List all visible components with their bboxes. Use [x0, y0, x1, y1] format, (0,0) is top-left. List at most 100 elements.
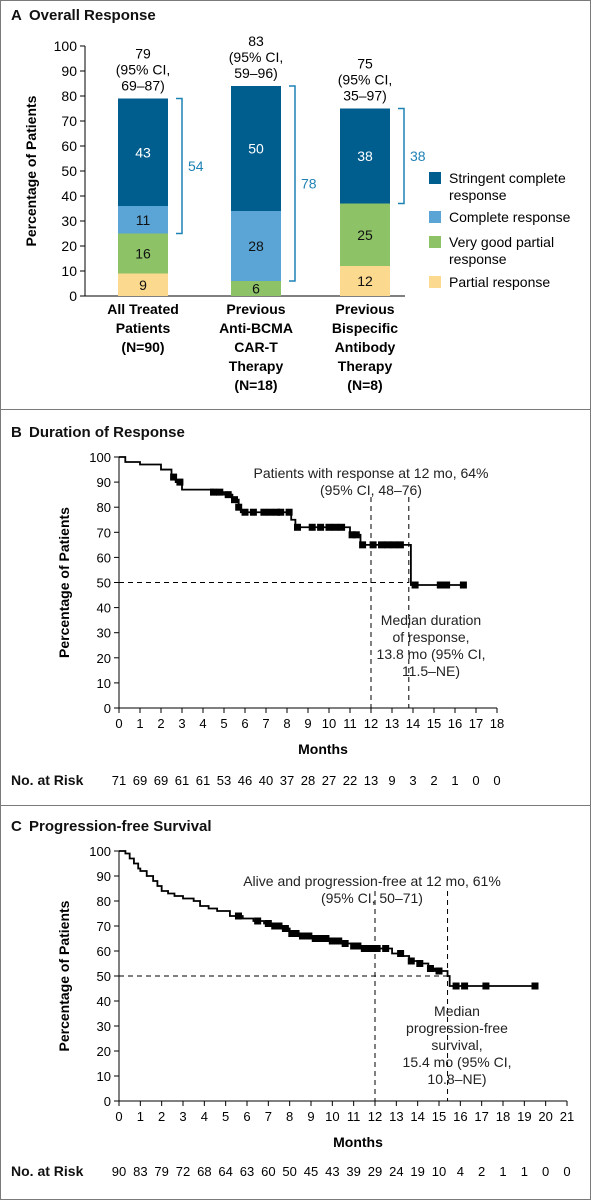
panel-progression-free-survival: C Progression-free Survival No. at Risk 0… — [1, 806, 590, 1199]
x-category-label: Bispecific — [332, 320, 398, 336]
x-tick-label: 14 — [410, 1109, 424, 1124]
at-risk-value: 27 — [322, 773, 336, 788]
censor-mark — [390, 541, 398, 549]
at-risk-value: 1 — [451, 773, 458, 788]
y-tick-label: 90 — [61, 63, 77, 79]
panel-b-title: B Duration of Response — [11, 424, 185, 441]
censor-mark — [407, 957, 415, 965]
x-category-label: (N=8) — [347, 377, 382, 393]
censor-mark — [292, 930, 300, 937]
x-category-label: (N=18) — [234, 377, 277, 393]
censor-mark — [411, 581, 419, 589]
y-tick-label: 80 — [97, 500, 111, 515]
x-tick-label: 10 — [325, 1109, 339, 1124]
y-tick-label: 10 — [97, 1069, 111, 1084]
censor-mark — [281, 925, 289, 932]
bracket — [176, 97, 183, 235]
censor-mark — [249, 508, 257, 516]
censor-mark — [273, 508, 280, 516]
x-tick-label: 11 — [347, 1109, 361, 1124]
panel-b-letter: B — [11, 424, 22, 441]
legend-label: Very good partial — [449, 234, 554, 250]
y-tick-label: 10 — [61, 263, 77, 279]
censor-mark — [384, 541, 392, 549]
at-risk-value: 50 — [282, 1164, 296, 1179]
bar-segment — [340, 266, 390, 296]
chart-annotation: progression-free — [406, 1020, 508, 1036]
x-tick-label: 5 — [222, 1109, 229, 1124]
censor-mark — [452, 982, 460, 990]
at-risk-value: 61 — [196, 773, 210, 788]
bar-segment-label: 12 — [357, 273, 373, 289]
y-tick-label: 30 — [61, 213, 77, 229]
panel-b-risk-label: No. at Risk — [11, 772, 84, 788]
censor-mark — [482, 982, 490, 990]
bracket — [398, 107, 405, 205]
censor-mark — [426, 965, 434, 972]
x-tick-label: 9 — [304, 716, 311, 731]
at-risk-value: 68 — [197, 1164, 211, 1179]
censor-mark — [436, 581, 444, 589]
legend-label: response — [449, 251, 507, 267]
x-tick-label: 10 — [322, 716, 336, 731]
censor-mark — [335, 937, 343, 945]
x-tick-label: 8 — [283, 716, 290, 731]
panel-divider — [1, 805, 590, 806]
bar-total-label: 35–97) — [343, 88, 387, 104]
x-tick-label: 4 — [199, 716, 206, 731]
bar-segment-label: 25 — [357, 227, 373, 243]
panel-divider — [1, 409, 590, 410]
bar-total-label: (95% CI, — [338, 72, 392, 88]
at-risk-value: 37 — [280, 773, 294, 788]
overall-response-chart: 0 10 20 30 40 50 60 70 80 90 100 Percentage of Pati… — [23, 33, 571, 393]
censor-mark — [264, 920, 272, 927]
bar-total-label: 75 — [357, 56, 373, 72]
y-tick-label: 70 — [97, 919, 111, 934]
censor-mark — [308, 523, 316, 531]
at-risk-value: 40 — [259, 773, 273, 788]
censor-mark — [341, 940, 349, 947]
x-tick-label: 6 — [241, 716, 248, 731]
x-tick-label: 0 — [115, 1109, 122, 1124]
at-risk-value: 10 — [432, 1164, 446, 1179]
censor-mark — [277, 508, 285, 516]
x-category-label: Previous — [335, 301, 394, 317]
y-tick-label: 0 — [104, 1094, 111, 1109]
censor-mark — [531, 982, 539, 990]
chart-annotation: 13.8 mo (95% CI, — [377, 646, 486, 662]
at-risk-value: 0 — [472, 773, 479, 788]
x-tick-label: 15 — [432, 1109, 446, 1124]
bar-segment-label: 28 — [248, 238, 264, 254]
x-axis-label: Months — [298, 741, 348, 757]
legend-label: Partial response — [449, 274, 550, 290]
censor-mark — [328, 937, 336, 945]
censor-mark — [459, 581, 467, 589]
censor-mark — [176, 478, 184, 486]
legend-label: response — [449, 187, 507, 203]
censor-mark — [298, 932, 306, 940]
censor-mark — [235, 503, 243, 511]
chart-annotation: (95% CI, 48–76) — [320, 482, 422, 498]
y-tick-label: 100 — [54, 38, 78, 54]
at-risk-value: 79 — [154, 1164, 168, 1179]
y-axis-label: Percentage of Patients — [23, 95, 39, 246]
censor-mark — [234, 912, 242, 920]
at-risk-value: 4 — [457, 1164, 464, 1179]
bar-segment — [231, 211, 281, 281]
censor-mark — [305, 932, 313, 940]
at-risk-value: 64 — [218, 1164, 232, 1179]
at-risk-value: 3 — [409, 773, 416, 788]
panel-c-title-text: Progression-free Survival — [29, 818, 212, 835]
x-tick-label: 8 — [286, 1109, 293, 1124]
bar-segment-label: 38 — [357, 148, 373, 164]
y-tick-label: 70 — [61, 113, 77, 129]
at-risk-value: 71 — [112, 773, 126, 788]
at-risk-value: 22 — [343, 773, 357, 788]
y-axis-label: Percentage of Patients — [56, 507, 72, 658]
censor-mark — [322, 935, 330, 942]
x-category-label: Therapy — [338, 358, 393, 374]
at-risk-value: 1 — [499, 1164, 506, 1179]
at-risk-value: 45 — [304, 1164, 318, 1179]
censor-mark — [397, 950, 405, 957]
